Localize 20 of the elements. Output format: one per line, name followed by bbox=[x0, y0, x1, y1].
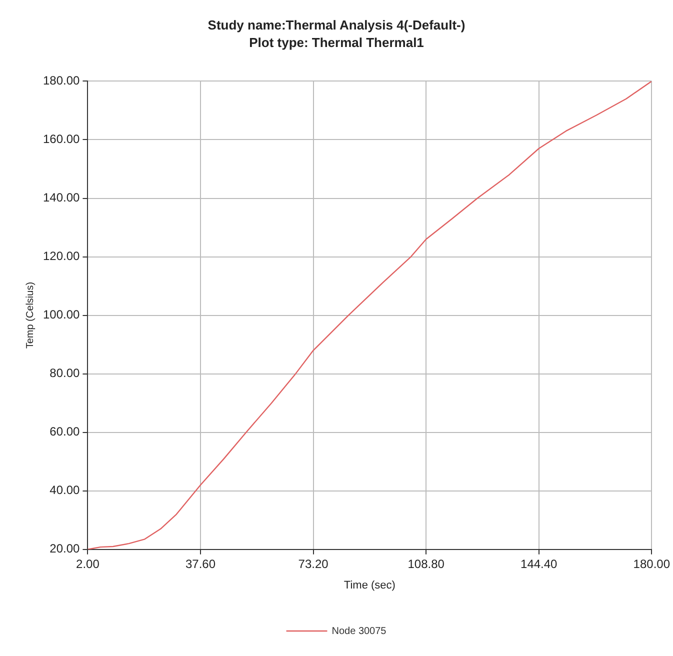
y-tick-label: 120.00 bbox=[43, 249, 80, 264]
x-tick-label: 37.60 bbox=[185, 556, 216, 571]
x-tick-label: 180.00 bbox=[633, 556, 670, 571]
y-tick-label: 100.00 bbox=[43, 308, 80, 322]
y-tick-label: 180.00 bbox=[43, 74, 80, 88]
x-tick-label: 144.40 bbox=[520, 556, 558, 571]
y-tick-label: 160.00 bbox=[43, 132, 80, 146]
chart-title: Study name:Thermal Analysis 4(-Default-) bbox=[208, 17, 466, 32]
chart-subtitle: Plot type: Thermal Thermal1 bbox=[249, 34, 424, 50]
y-tick-label: 140.00 bbox=[43, 190, 80, 205]
y-axis-title: Temp (Celsius) bbox=[24, 282, 36, 349]
y-tick-label: 60.00 bbox=[50, 424, 80, 439]
y-tick-label: 80.00 bbox=[50, 366, 80, 380]
legend-label: Node 30075 bbox=[332, 626, 387, 637]
x-tick-label: 2.00 bbox=[76, 556, 100, 571]
y-tick-label: 40.00 bbox=[50, 483, 80, 498]
x-tick-label: 108.80 bbox=[408, 556, 445, 571]
x-tick-label: 73.20 bbox=[298, 556, 329, 571]
y-tick-label: 20.00 bbox=[50, 542, 80, 556]
x-axis-title: Time (sec) bbox=[344, 579, 396, 592]
